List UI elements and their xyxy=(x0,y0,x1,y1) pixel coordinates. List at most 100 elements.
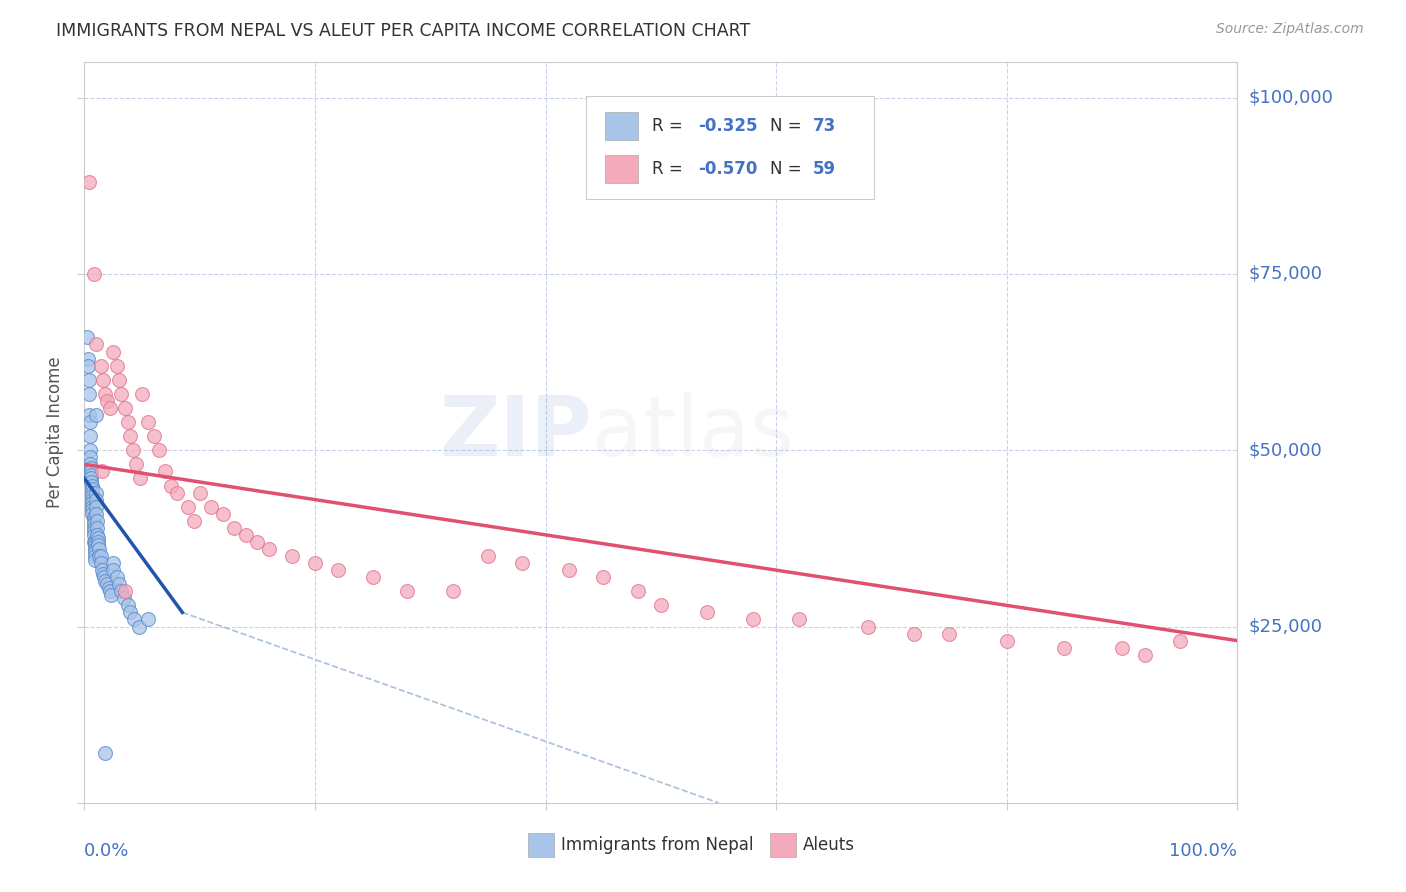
Point xyxy=(326,563,349,577)
Point xyxy=(94,387,117,401)
Text: Source: ZipAtlas.com: Source: ZipAtlas.com xyxy=(1216,22,1364,37)
Point xyxy=(83,514,105,528)
Point xyxy=(87,532,110,546)
Point xyxy=(361,570,384,584)
Bar xyxy=(770,833,796,857)
Point xyxy=(83,524,105,539)
Point xyxy=(121,443,143,458)
Text: -0.325: -0.325 xyxy=(697,118,758,136)
Text: 0.0%: 0.0% xyxy=(84,842,129,860)
Point xyxy=(188,485,211,500)
Point xyxy=(96,577,118,591)
Text: R =: R = xyxy=(651,118,688,136)
Point xyxy=(110,387,132,401)
Point xyxy=(83,517,105,532)
Point xyxy=(79,429,101,443)
Text: N =: N = xyxy=(770,160,807,178)
Point xyxy=(112,591,135,606)
Point xyxy=(84,507,107,521)
Point xyxy=(120,606,142,620)
Point xyxy=(83,538,105,552)
Point xyxy=(166,485,188,500)
Text: Immigrants from Nepal: Immigrants from Nepal xyxy=(561,836,754,854)
Point xyxy=(441,584,464,599)
Point xyxy=(117,415,139,429)
Point xyxy=(108,373,131,387)
Point xyxy=(83,541,105,556)
Point xyxy=(224,521,246,535)
Point xyxy=(117,599,139,613)
Point xyxy=(97,581,120,595)
Point xyxy=(148,443,170,458)
Point xyxy=(82,489,104,503)
Point xyxy=(938,626,960,640)
Text: -0.570: -0.570 xyxy=(697,160,756,178)
Text: atlas: atlas xyxy=(592,392,793,473)
Text: 73: 73 xyxy=(813,118,837,136)
Point xyxy=(89,549,111,563)
Point xyxy=(108,577,131,591)
Point xyxy=(86,514,108,528)
Point xyxy=(1111,640,1133,655)
Point xyxy=(131,387,153,401)
Point xyxy=(80,464,103,478)
Point xyxy=(77,373,100,387)
Point xyxy=(76,359,98,373)
Point xyxy=(80,471,103,485)
Point xyxy=(91,566,114,581)
Point xyxy=(142,429,165,443)
Point xyxy=(77,387,100,401)
Point xyxy=(91,373,114,387)
Point xyxy=(79,443,101,458)
Point xyxy=(83,528,105,542)
Point xyxy=(235,528,257,542)
Point xyxy=(592,570,614,584)
Point xyxy=(257,541,280,556)
Point xyxy=(281,549,304,563)
Point xyxy=(304,556,326,570)
Point xyxy=(94,574,117,588)
Point xyxy=(86,528,108,542)
Point xyxy=(84,485,107,500)
Point xyxy=(903,626,925,640)
Point xyxy=(125,458,148,472)
Point xyxy=(84,500,107,514)
Point xyxy=(89,549,111,563)
Point xyxy=(122,612,145,626)
Point xyxy=(512,556,534,570)
Point xyxy=(83,535,105,549)
Bar xyxy=(606,112,638,140)
Point xyxy=(100,588,122,602)
Point xyxy=(1168,633,1191,648)
Point xyxy=(84,337,107,351)
Point xyxy=(89,359,111,373)
Point xyxy=(89,556,111,570)
Point xyxy=(80,461,103,475)
Text: $50,000: $50,000 xyxy=(1249,442,1322,459)
Text: Aleuts: Aleuts xyxy=(803,836,855,854)
Point xyxy=(103,563,124,577)
Point xyxy=(787,612,810,626)
Point xyxy=(650,599,672,613)
Point xyxy=(82,478,104,492)
Point xyxy=(1133,648,1156,662)
Point xyxy=(82,500,104,514)
Point xyxy=(82,485,104,500)
Point xyxy=(136,612,159,626)
Point xyxy=(76,330,98,344)
Point xyxy=(96,393,118,408)
Point xyxy=(98,401,121,415)
FancyBboxPatch shape xyxy=(586,95,875,200)
Point xyxy=(105,570,128,584)
Point xyxy=(79,415,101,429)
Point xyxy=(114,401,136,415)
Point xyxy=(477,549,499,563)
Bar xyxy=(529,833,554,857)
Point xyxy=(82,492,104,507)
Point xyxy=(84,408,107,422)
Point xyxy=(83,535,105,549)
Point xyxy=(80,467,103,482)
Text: $100,000: $100,000 xyxy=(1249,88,1333,107)
Point xyxy=(136,415,159,429)
Text: N =: N = xyxy=(770,118,807,136)
